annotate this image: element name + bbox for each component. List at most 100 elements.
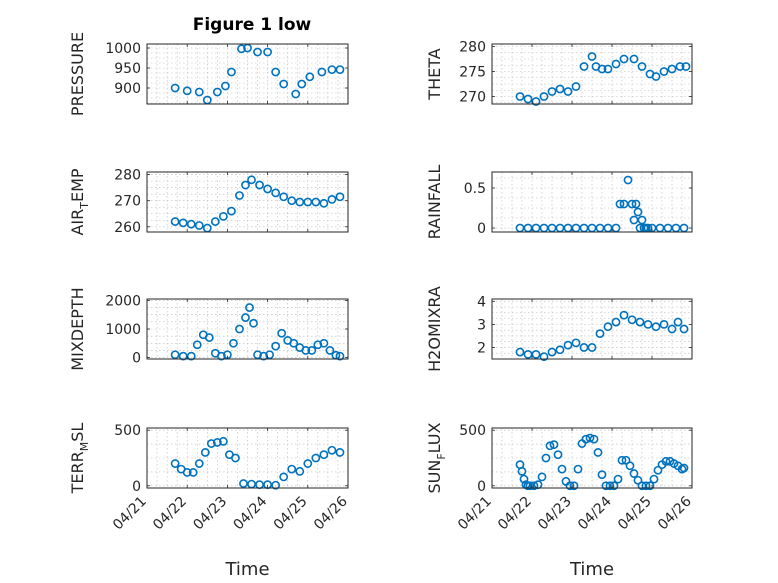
data-point bbox=[170, 350, 180, 360]
data-point bbox=[563, 87, 573, 96]
data-point bbox=[627, 199, 637, 209]
data-point bbox=[523, 94, 533, 104]
data-point bbox=[637, 62, 647, 71]
y-tick-label: 280 bbox=[459, 40, 486, 56]
y-axis-label: RAINFALL bbox=[425, 165, 444, 240]
y-tick-label: 3 bbox=[477, 317, 486, 333]
axes-frame bbox=[491, 298, 693, 360]
data-point bbox=[279, 472, 289, 482]
data-point bbox=[555, 345, 565, 355]
data-point bbox=[619, 310, 629, 320]
y-tick-label: 950 bbox=[114, 61, 141, 77]
data-point bbox=[317, 67, 327, 77]
data-point bbox=[611, 59, 621, 69]
data-point bbox=[605, 481, 615, 491]
data-point bbox=[287, 196, 297, 206]
data-point bbox=[188, 468, 198, 477]
figure-title: Figure 1 low bbox=[193, 15, 312, 35]
data-point bbox=[531, 97, 541, 106]
y-tick-label: 1000 bbox=[105, 41, 141, 57]
data-point bbox=[327, 194, 337, 204]
data-point bbox=[231, 453, 240, 463]
data-point bbox=[515, 347, 525, 357]
data-point bbox=[563, 340, 573, 350]
data-point bbox=[271, 188, 281, 198]
x-tick-label: 04/21 bbox=[455, 494, 495, 534]
data-point bbox=[597, 64, 607, 74]
data-point bbox=[549, 440, 559, 450]
data-point bbox=[611, 317, 621, 327]
y-axis-label: PRESSURE bbox=[68, 32, 87, 116]
data-point bbox=[235, 324, 244, 334]
axes-frame bbox=[491, 43, 693, 105]
data-point bbox=[529, 481, 539, 491]
data-point bbox=[241, 313, 250, 322]
data-point bbox=[170, 459, 180, 468]
data-point bbox=[519, 474, 529, 484]
data-point bbox=[553, 450, 563, 460]
data-point bbox=[515, 92, 525, 101]
axes-frame bbox=[146, 43, 349, 105]
y-tick-label: 500 bbox=[459, 423, 486, 439]
subplot-air_temp: 260 270 280 AIRTEMP bbox=[68, 168, 349, 236]
data-point bbox=[627, 315, 637, 325]
x-tick-label: 04/23 bbox=[190, 494, 230, 534]
data-point bbox=[603, 322, 613, 332]
data-point bbox=[651, 72, 661, 81]
data-point bbox=[547, 87, 557, 96]
data-point bbox=[259, 351, 268, 361]
data-point bbox=[653, 465, 663, 475]
data-point bbox=[271, 480, 281, 490]
data-point bbox=[571, 82, 581, 91]
axes-frame bbox=[146, 427, 349, 489]
x-axis-label: Time bbox=[569, 559, 614, 580]
y-tick-label: 2 bbox=[477, 340, 486, 356]
data-point bbox=[263, 47, 272, 57]
data-point bbox=[311, 197, 321, 207]
subplot-mixdepth: 0 1000 2000 MIXDEPTH bbox=[68, 287, 349, 371]
data-point bbox=[659, 67, 669, 76]
x-tick-label: 04/26 bbox=[311, 493, 351, 533]
data-point bbox=[212, 87, 222, 97]
data-point bbox=[210, 217, 220, 226]
data-point bbox=[170, 83, 180, 93]
y-tick-label: 500 bbox=[114, 423, 141, 439]
data-point bbox=[565, 481, 575, 491]
data-point bbox=[649, 474, 659, 484]
data-point bbox=[241, 180, 250, 190]
data-point bbox=[681, 62, 691, 71]
data-point bbox=[609, 481, 619, 491]
data-point bbox=[237, 44, 246, 54]
y-axis-label: AIRTEMP bbox=[68, 168, 91, 235]
data-point bbox=[547, 347, 557, 357]
axes-frame bbox=[491, 171, 693, 233]
data-point bbox=[255, 180, 264, 190]
data-point bbox=[531, 349, 541, 359]
data-point bbox=[311, 453, 321, 463]
x-axis-label: Time bbox=[224, 559, 269, 580]
y-tick-label: 0 bbox=[132, 479, 141, 495]
axes-background bbox=[492, 172, 692, 232]
y-axis-label: MIXDEPTH bbox=[68, 287, 87, 370]
data-point bbox=[539, 352, 549, 362]
data-point bbox=[212, 438, 222, 447]
data-point bbox=[621, 455, 631, 465]
data-point bbox=[629, 469, 639, 478]
data-point bbox=[178, 351, 188, 361]
data-point bbox=[589, 434, 599, 444]
data-point bbox=[204, 333, 214, 342]
data-point bbox=[301, 346, 311, 355]
data-point bbox=[645, 481, 655, 491]
y-tick-label: 260 bbox=[114, 220, 141, 236]
axes-background bbox=[147, 44, 348, 104]
data-point bbox=[327, 445, 337, 455]
data-point bbox=[247, 175, 256, 185]
data-point bbox=[659, 319, 669, 329]
data-point bbox=[537, 472, 547, 482]
data-point bbox=[295, 466, 305, 476]
y-tick-label: 4 bbox=[477, 294, 486, 310]
y-tick-label: 270 bbox=[459, 90, 486, 106]
data-point bbox=[227, 67, 236, 77]
data-point bbox=[335, 192, 345, 202]
